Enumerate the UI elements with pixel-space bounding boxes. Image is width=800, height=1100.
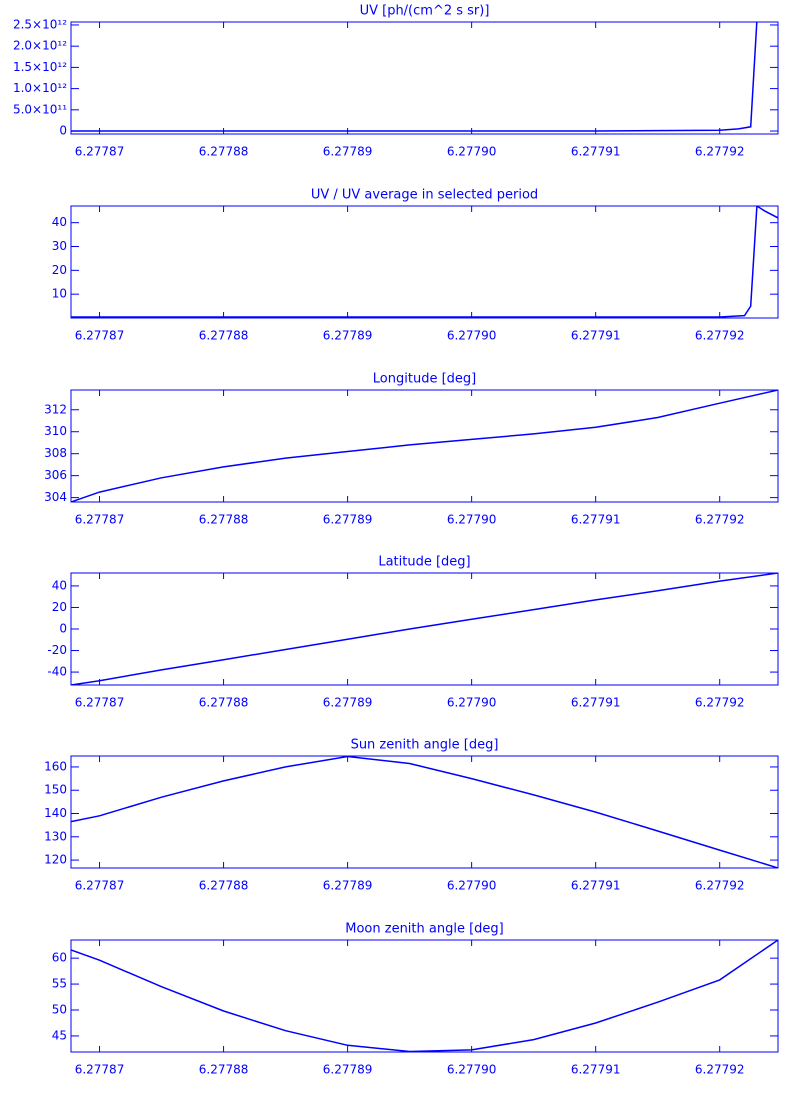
x-tick-label: 6.27787 (75, 145, 125, 159)
x-tick-label: 6.27791 (571, 145, 621, 159)
y-tick-label: 30 (52, 239, 67, 253)
chart-title: UV / UV average in selected period (311, 188, 538, 203)
plot-frame (70, 755, 779, 869)
y-tick-label: 60 (52, 951, 67, 965)
plot-area (71, 756, 778, 868)
x-tick-label: 6.27789 (323, 329, 373, 343)
y-tick-label: 160 (44, 759, 67, 773)
x-tick-label: 6.27791 (571, 329, 621, 343)
x-tick-label: 6.27789 (323, 145, 373, 159)
x-tick-label: 6.27787 (75, 879, 125, 893)
y-tick-label: 308 (44, 446, 67, 460)
y-tick-label: 55 (52, 977, 67, 991)
y-tick-label: 120 (44, 853, 67, 867)
data-line (71, 206, 778, 318)
y-tick-label: 0 (59, 622, 67, 636)
y-tick-label: 150 (44, 783, 67, 797)
x-tick-label: 6.27787 (75, 696, 125, 710)
x-tick-label: 6.27789 (323, 696, 373, 710)
y-tick-label: 310 (44, 424, 67, 438)
data-line (71, 940, 778, 1052)
y-tick-label: 2.5×10¹² (13, 17, 67, 31)
chart-title: Sun zenith angle [deg] (351, 738, 499, 753)
data-line (71, 390, 778, 502)
x-tick-label: 6.27792 (695, 513, 745, 527)
x-tick-label: 6.27792 (695, 145, 745, 159)
y-tick-label: 306 (44, 468, 67, 482)
x-tick-label: 6.27787 (75, 1063, 125, 1077)
y-tick-label: 304 (44, 490, 67, 504)
x-tick-label: 6.27787 (75, 513, 125, 527)
x-tick-label: 6.27792 (695, 696, 745, 710)
y-tick-label: 50 (52, 1003, 67, 1017)
x-tick-label: 6.27790 (447, 1063, 497, 1077)
x-tick-label: 6.27790 (447, 145, 497, 159)
x-tick-label: 6.27788 (199, 329, 249, 343)
x-tick-label: 6.27791 (571, 513, 621, 527)
y-tick-label: -40 (47, 665, 67, 679)
x-tick-label: 6.27788 (199, 513, 249, 527)
plot-frame (70, 205, 779, 319)
x-tick-label: 6.27791 (571, 879, 621, 893)
x-tick-label: 6.27788 (199, 1063, 249, 1077)
chart-title: Moon zenith angle [deg] (345, 922, 503, 937)
y-tick-label: 312 (44, 402, 67, 416)
chart-title: Longitude [deg] (373, 372, 476, 387)
plot-area (71, 573, 778, 685)
plot-area (71, 206, 778, 318)
x-tick-label: 6.27788 (199, 879, 249, 893)
y-tick-label: 140 (44, 806, 67, 820)
plot-area (71, 390, 778, 502)
plot-area (71, 940, 778, 1052)
data-line (71, 573, 778, 685)
x-tick-label: 6.27790 (447, 329, 497, 343)
x-tick-label: 6.27789 (323, 1063, 373, 1077)
x-tick-label: 6.27788 (199, 696, 249, 710)
x-tick-label: 6.27789 (323, 879, 373, 893)
x-tick-label: 6.27790 (447, 879, 497, 893)
y-tick-label: 130 (44, 829, 67, 843)
y-tick-label: -20 (47, 643, 67, 657)
y-tick-label: 0 (59, 124, 67, 138)
data-line (71, 756, 778, 868)
y-tick-label: 45 (52, 1028, 67, 1042)
x-tick-label: 6.27791 (571, 696, 621, 710)
plot-area (71, 22, 758, 132)
chart-title: Latitude [deg] (378, 555, 470, 570)
plot-frame (70, 389, 779, 503)
x-tick-label: 6.27791 (571, 1063, 621, 1077)
plot-frame (70, 572, 779, 686)
plot-frame (70, 21, 779, 135)
y-tick-label: 1.5×10¹² (13, 60, 67, 74)
y-tick-label: 2.0×10¹² (13, 39, 67, 53)
x-tick-label: 6.27792 (695, 879, 745, 893)
y-tick-label: 20 (52, 263, 67, 277)
x-tick-label: 6.27790 (447, 513, 497, 527)
x-tick-label: 6.27788 (199, 145, 249, 159)
x-tick-label: 6.27792 (695, 329, 745, 343)
data-line (71, 22, 758, 132)
y-tick-label: 40 (52, 578, 67, 592)
x-tick-label: 6.27790 (447, 696, 497, 710)
x-tick-label: 6.27787 (75, 329, 125, 343)
y-tick-label: 40 (52, 215, 67, 229)
x-tick-label: 6.27792 (695, 1063, 745, 1077)
y-tick-label: 1.0×10¹² (13, 81, 67, 95)
y-tick-label: 20 (52, 600, 67, 614)
plot-frame (70, 939, 779, 1053)
chart-title: UV [ph/(cm^2 s sr)] (360, 4, 490, 19)
x-tick-label: 6.27789 (323, 513, 373, 527)
y-tick-label: 10 (52, 287, 67, 301)
y-tick-label: 5.0×10¹¹ (13, 102, 67, 116)
